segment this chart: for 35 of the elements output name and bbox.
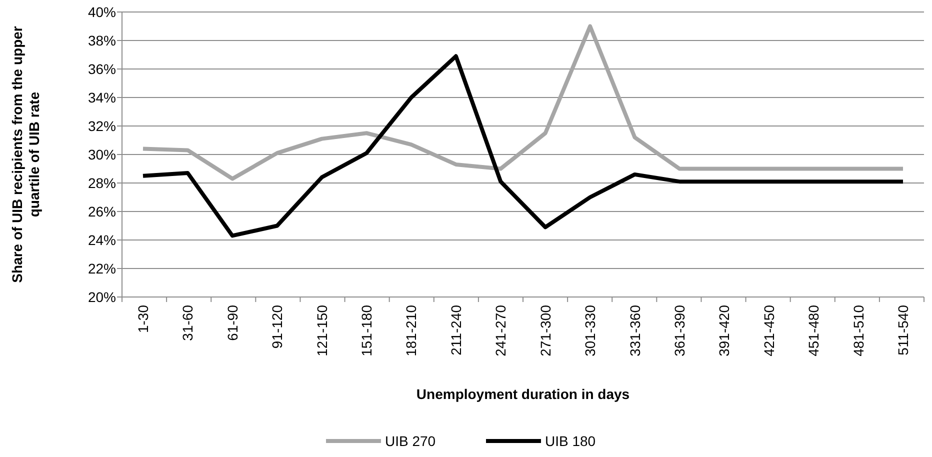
y-tick-label: 28% xyxy=(88,174,116,191)
y-tick-label: 22% xyxy=(88,260,116,276)
y-tick-label: 38% xyxy=(88,32,116,48)
x-axis-title: Unemployment duration in days xyxy=(416,386,630,402)
line-series xyxy=(141,24,905,181)
legend-label: UIB 180 xyxy=(545,432,596,449)
x-tick-label: 421-450 xyxy=(760,304,777,356)
y-tick-label: 24% xyxy=(88,232,116,248)
x-tick-label: 211-240 xyxy=(448,304,464,356)
y-tick-label: 36% xyxy=(88,60,116,77)
y-tick-label: 30% xyxy=(88,146,116,162)
legend-label: UIB 270 xyxy=(385,432,436,449)
y-tick-label: 34% xyxy=(88,89,116,106)
x-tick-label: 511-540 xyxy=(895,304,911,356)
y-tick-label: 32% xyxy=(88,118,116,134)
x-tick-label: 391-420 xyxy=(716,304,732,356)
x-tick-label: 451-480 xyxy=(806,304,822,356)
x-tick-label: 271-300 xyxy=(537,304,554,356)
x-tick-label: 181-210 xyxy=(403,304,420,356)
x-tick-label: 241-270 xyxy=(492,304,509,356)
y-tick-label: 26% xyxy=(88,203,116,220)
x-tick-label: 151-180 xyxy=(358,304,375,356)
y-tick-label: 40% xyxy=(88,4,116,20)
x-tick-label: 331-360 xyxy=(626,304,643,356)
x-tick-label: 301-330 xyxy=(582,304,598,356)
y-tick-label: 20% xyxy=(88,288,116,305)
x-tick-label: 1-30 xyxy=(135,304,151,334)
y-axis-title: Share of UIB recipients from the upper quartile of UIB rate xyxy=(9,26,42,283)
x-tick-label: 91-120 xyxy=(269,304,286,349)
x-tick-label: 31-60 xyxy=(180,304,196,341)
line-series xyxy=(141,54,905,238)
x-tick-label: 361-390 xyxy=(671,304,688,356)
x-tick-label: 481-510 xyxy=(850,304,866,356)
x-tick-label: 61-90 xyxy=(224,304,240,341)
x-tick-label: 121-150 xyxy=(314,304,330,356)
